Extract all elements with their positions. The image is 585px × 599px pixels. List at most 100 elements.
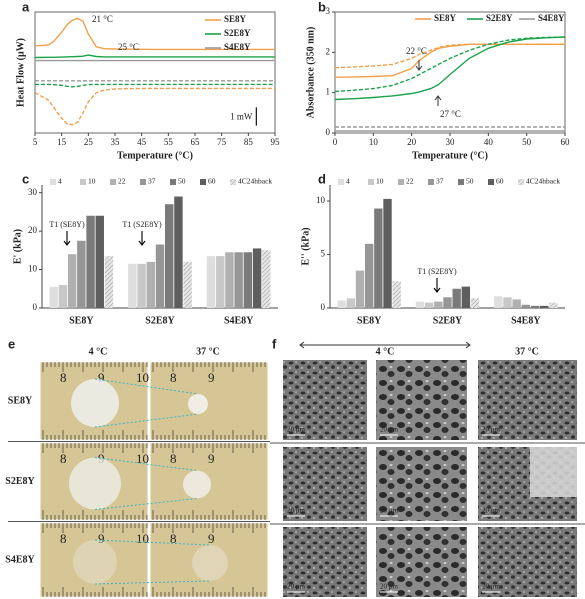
x-tick-label: 5 <box>33 137 38 147</box>
y-tick-label: 3 <box>326 6 331 16</box>
sem-image <box>478 527 577 597</box>
sem-image <box>283 527 367 597</box>
x-tick-label: 65 <box>191 137 201 147</box>
bar <box>434 301 443 308</box>
hydrogel <box>183 470 211 499</box>
guide-line <box>94 539 211 585</box>
guide-line <box>94 457 198 510</box>
bar <box>530 305 540 308</box>
bar <box>512 299 521 308</box>
plot-frame <box>34 11 276 134</box>
annotation: 25 °C <box>118 42 139 52</box>
guide-line <box>94 378 199 428</box>
sem-image <box>376 447 467 521</box>
legend-swatch <box>428 179 434 185</box>
x-tick-label: 55 <box>164 137 174 147</box>
scale-bar-label: 20 μm <box>380 583 399 591</box>
bar <box>146 261 155 308</box>
bar <box>165 204 174 308</box>
arrow <box>434 95 442 106</box>
legend-swatch <box>398 179 404 185</box>
ruler-number: 9 <box>208 370 215 385</box>
annotation: T1 (S2E8Y) <box>122 220 162 229</box>
bar <box>137 263 146 308</box>
legend-label: S2E8Y <box>224 28 251 38</box>
column-header: 4 °C <box>376 346 395 357</box>
ruler-number: 10 <box>136 370 149 385</box>
y-tick-label: 10 <box>316 195 326 205</box>
x-tick-label: 15 <box>57 137 67 147</box>
line-heating <box>334 36 566 101</box>
bar <box>77 240 86 308</box>
legend-label: 60 <box>496 177 504 186</box>
bar <box>346 298 356 308</box>
panel-label: d <box>318 171 326 186</box>
x-tick-label: 85 <box>244 137 254 147</box>
bar <box>262 250 271 308</box>
bar <box>383 198 392 308</box>
bar <box>461 286 471 308</box>
hydrogel <box>188 394 208 414</box>
bar <box>503 297 512 308</box>
photo <box>149 522 269 598</box>
x-axis-label: Temperature (°C) <box>412 150 488 161</box>
scale-bar-label: 20 μm <box>287 583 306 591</box>
y-tick-label: 5 <box>321 249 326 259</box>
column-header: 37 °C <box>515 346 539 357</box>
legend-label: 60 <box>208 177 216 186</box>
bar <box>128 263 137 308</box>
bar <box>58 284 68 308</box>
y-axis-label: E' (kPa) <box>12 229 23 264</box>
line-cooling <box>334 43 565 69</box>
bar <box>443 297 452 308</box>
legend-swatch <box>80 179 86 185</box>
double-arrow <box>299 341 471 349</box>
bar <box>225 252 234 308</box>
arrow <box>138 231 146 246</box>
x-tick-label: 20 <box>407 137 417 147</box>
x-tick-label: 50 <box>522 137 532 147</box>
column-header: 37 °C <box>196 346 220 357</box>
bar <box>174 196 183 308</box>
x-tick-label: 25 <box>84 137 94 147</box>
bar <box>521 304 531 308</box>
ruler-number: 8 <box>60 451 67 466</box>
annotation: 22 °C <box>406 46 427 56</box>
bar <box>470 298 480 308</box>
line-heating <box>34 17 275 51</box>
x-tick-label: 75 <box>217 137 227 147</box>
bar <box>183 261 192 308</box>
legend-label: 4C24hback <box>526 177 560 186</box>
legend-swatch <box>50 179 56 185</box>
hydrogel <box>192 545 228 581</box>
bar <box>392 281 401 308</box>
legend-swatch <box>200 179 206 185</box>
x-tick-label: 10 <box>369 137 379 147</box>
legend-label: 50 <box>178 177 186 186</box>
annotation: 21 °C <box>92 14 113 24</box>
arrow <box>415 60 423 71</box>
bar <box>364 243 374 308</box>
arrow <box>63 231 71 246</box>
x-tick-label: SE8Y <box>69 315 94 326</box>
ruler-number: 8 <box>170 451 177 466</box>
bar <box>539 305 549 308</box>
bar <box>234 252 243 308</box>
y-axis-label: Heat Flow (μW) <box>15 38 26 107</box>
legend-swatch <box>230 179 236 185</box>
legend-label: 37 <box>148 177 156 186</box>
hydrogel <box>71 379 119 427</box>
scale-bar-label: 20 μm <box>482 507 501 515</box>
bar <box>155 244 165 308</box>
sem-image <box>283 360 367 440</box>
y-tick-label: 0 <box>321 302 326 312</box>
arrow <box>433 278 441 293</box>
line-heating <box>334 43 565 78</box>
legend-swatch <box>140 179 146 185</box>
ruler-number: 9 <box>208 531 215 546</box>
legend-label: S4E8Y <box>224 42 251 52</box>
legend-label: 4 <box>346 177 350 186</box>
x-tick-label: SE8Y <box>357 315 382 326</box>
legend-label: S2E8Y <box>486 13 513 23</box>
legend-label: 22 <box>118 177 126 186</box>
